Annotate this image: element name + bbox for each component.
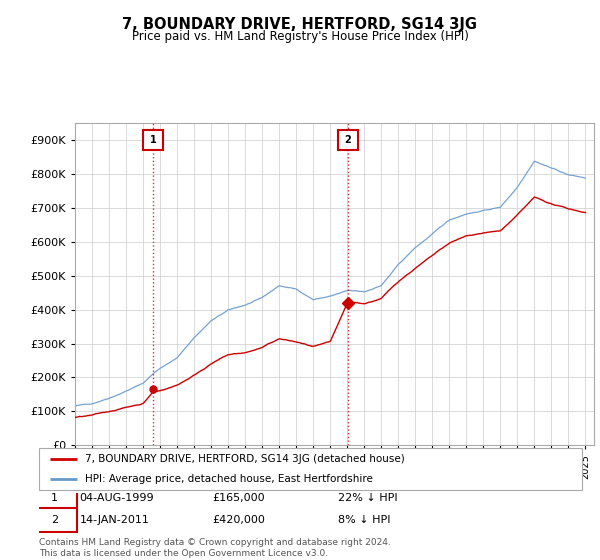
Text: 2: 2 <box>51 515 58 525</box>
Text: 14-JAN-2011: 14-JAN-2011 <box>80 515 149 525</box>
Text: 7, BOUNDARY DRIVE, HERTFORD, SG14 3JG (detached house): 7, BOUNDARY DRIVE, HERTFORD, SG14 3JG (d… <box>85 454 405 464</box>
Text: 2: 2 <box>344 135 352 145</box>
Text: 04-AUG-1999: 04-AUG-1999 <box>80 493 154 503</box>
Text: Price paid vs. HM Land Registry's House Price Index (HPI): Price paid vs. HM Land Registry's House … <box>131 30 469 44</box>
Text: 22% ↓ HPI: 22% ↓ HPI <box>338 493 397 503</box>
Text: £165,000: £165,000 <box>213 493 265 503</box>
FancyBboxPatch shape <box>39 448 582 490</box>
Text: £420,000: £420,000 <box>213 515 266 525</box>
Text: 7, BOUNDARY DRIVE, HERTFORD, SG14 3JG: 7, BOUNDARY DRIVE, HERTFORD, SG14 3JG <box>122 17 478 32</box>
FancyBboxPatch shape <box>32 508 77 532</box>
FancyBboxPatch shape <box>32 486 77 510</box>
Text: 1: 1 <box>150 135 157 145</box>
Text: 1: 1 <box>51 493 58 503</box>
Text: HPI: Average price, detached house, East Hertfordshire: HPI: Average price, detached house, East… <box>85 474 373 484</box>
Text: Contains HM Land Registry data © Crown copyright and database right 2024.
This d: Contains HM Land Registry data © Crown c… <box>39 538 391 558</box>
Text: 8% ↓ HPI: 8% ↓ HPI <box>338 515 390 525</box>
